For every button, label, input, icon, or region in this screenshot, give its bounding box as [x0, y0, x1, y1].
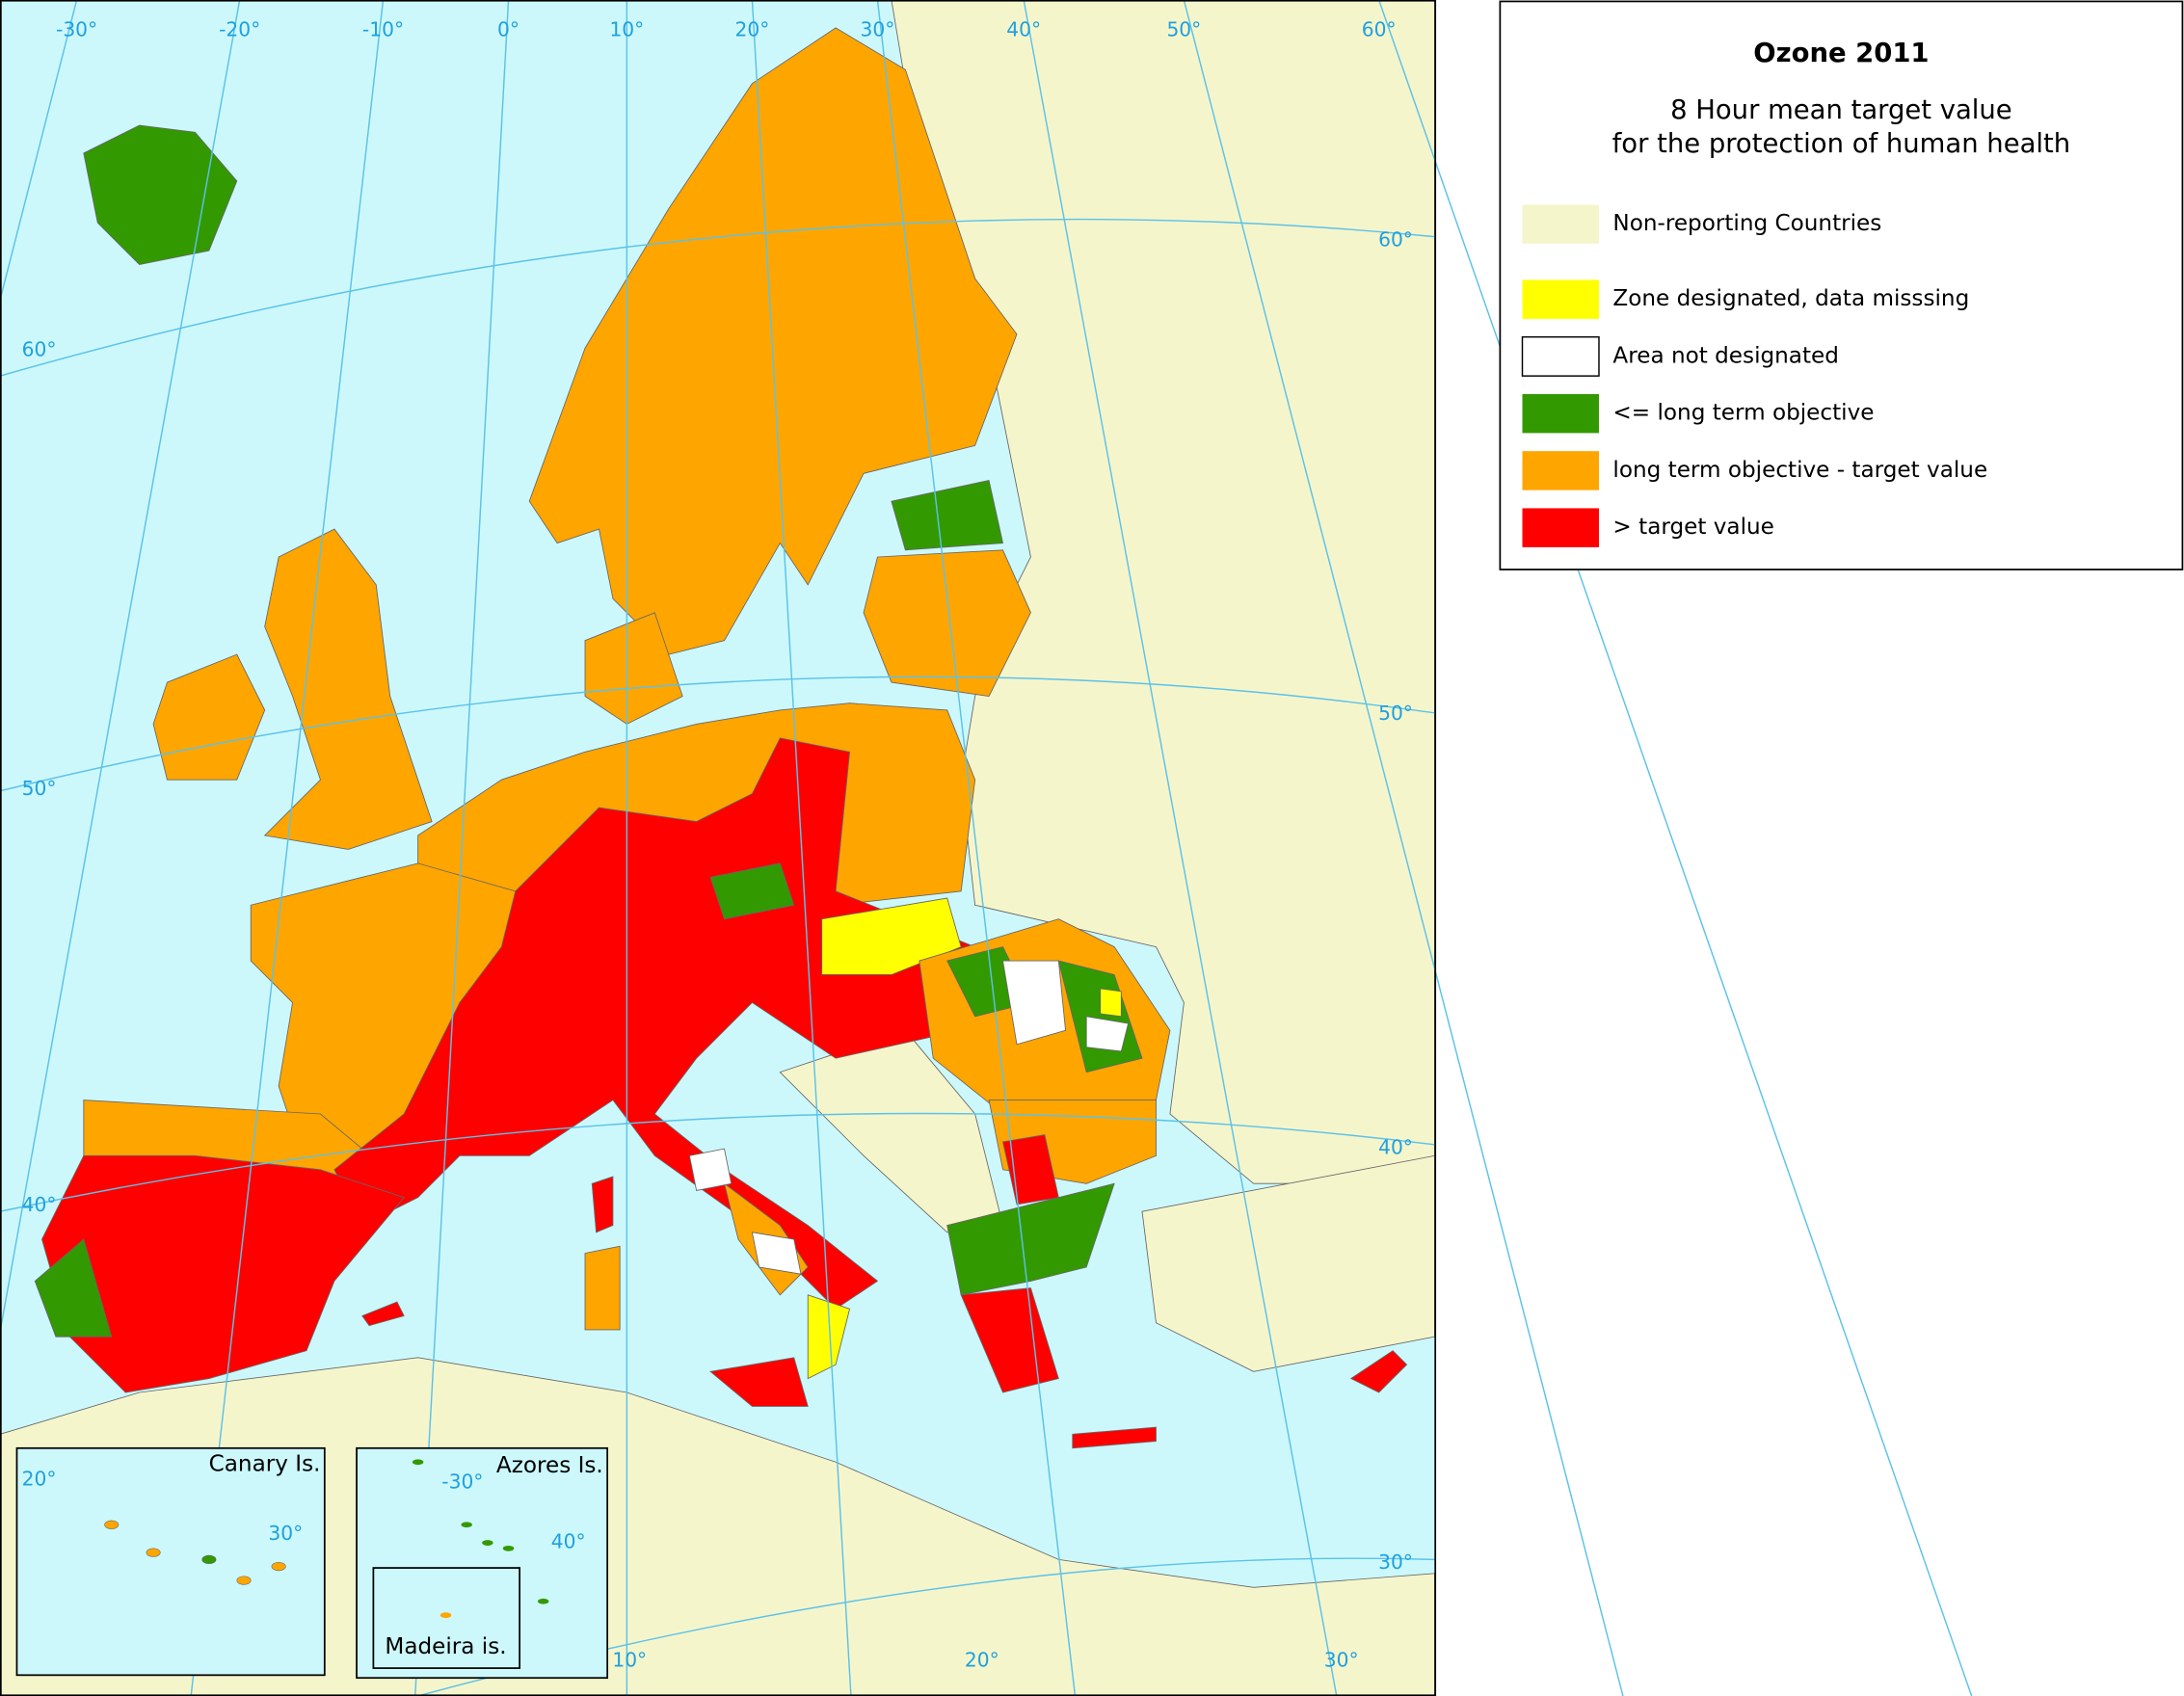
graticule-label: 40° — [1006, 17, 1041, 40]
island — [201, 1554, 217, 1565]
meridian — [751, 0, 852, 1696]
meridian — [414, 0, 510, 1696]
region — [591, 1176, 614, 1233]
graticule-label: 60° — [1378, 227, 1413, 251]
region — [1002, 960, 1067, 1046]
region — [584, 612, 683, 725]
region — [528, 27, 1018, 655]
parallel — [0, 676, 1435, 792]
region — [751, 1232, 802, 1275]
inset-label: Azores Is. — [496, 1453, 603, 1478]
legend-swatch — [1522, 204, 1599, 244]
meridian — [190, 0, 385, 1696]
region — [709, 1357, 809, 1407]
legend-box — [1499, 0, 2184, 570]
legend-label: <= long term objective — [1612, 401, 1874, 426]
island — [271, 1561, 286, 1572]
graticule-label: 40° — [22, 1193, 57, 1216]
island — [482, 1540, 493, 1546]
parallel — [0, 1112, 1435, 1212]
graticule-label: 0° — [497, 17, 519, 40]
graticule-label: 40° — [551, 1530, 586, 1553]
graticule-label: 50° — [1166, 17, 1201, 40]
graticule-label: 30° — [861, 17, 895, 40]
inset-label: Canary Is. — [209, 1452, 321, 1477]
graticule-label: 60° — [1362, 17, 1397, 40]
inset-box — [15, 1446, 326, 1677]
legend-label: Non-reporting Countries — [1612, 211, 1881, 236]
island — [146, 1548, 161, 1557]
region — [41, 1154, 405, 1393]
graticule-label: -30° — [441, 1470, 483, 1493]
inset-box — [356, 1446, 609, 1680]
graticule-label: -20° — [219, 17, 260, 40]
region — [1349, 1350, 1408, 1393]
graticule-label: 40° — [1378, 1136, 1413, 1159]
graticule-label: 30° — [268, 1522, 303, 1545]
graticule — [0, 0, 1973, 1696]
legend-swatch — [1522, 451, 1599, 490]
map-title: Ozone 2011 — [1753, 39, 1929, 68]
region — [688, 1148, 732, 1191]
region — [361, 1301, 405, 1327]
island — [236, 1576, 252, 1585]
meridian — [1183, 0, 1624, 1696]
meridian — [1023, 0, 1338, 1696]
meridian — [0, 0, 78, 304]
map-frame — [0, 0, 1437, 1696]
graticule-label: 20° — [965, 1648, 999, 1671]
region — [1141, 1154, 1435, 1372]
legend-label: Zone designated, data misssing — [1612, 286, 1969, 311]
region — [34, 1238, 113, 1338]
inset-box — [372, 1567, 520, 1669]
graticule-label: -30° — [56, 17, 97, 40]
inset-label: Madeira is. — [385, 1634, 506, 1659]
legend-label: long term objective - target value — [1612, 458, 1987, 483]
island — [461, 1522, 472, 1528]
region — [863, 549, 1031, 697]
island — [502, 1545, 515, 1551]
region — [584, 1245, 621, 1331]
map-subtitle: for the protection of human health — [1612, 129, 2071, 159]
region — [1072, 1426, 1157, 1449]
region — [152, 653, 266, 781]
graticule-label: 30° — [1378, 1550, 1413, 1574]
graticule-label: 60° — [22, 338, 57, 361]
region — [891, 480, 1004, 551]
region — [1100, 988, 1122, 1018]
meridian — [0, 0, 241, 1337]
map-subtitle: 8 Hour mean target value — [1670, 95, 2012, 125]
map — [0, 0, 1973, 1696]
legend-label: Area not designated — [1612, 343, 1839, 368]
graticule-label: -10° — [362, 17, 404, 40]
legend-swatch — [1522, 279, 1599, 319]
legend-swatch — [1522, 393, 1599, 434]
island — [439, 1612, 452, 1619]
island — [104, 1520, 120, 1529]
region — [263, 528, 433, 850]
graticule-label: 20° — [735, 17, 770, 40]
legend-swatch — [1521, 335, 1600, 377]
island — [537, 1598, 549, 1604]
graticule-label: 10° — [609, 17, 644, 40]
graticule-label: 50° — [22, 777, 57, 800]
graticule-label: 50° — [1378, 702, 1413, 725]
graticule-label: 20° — [22, 1468, 57, 1491]
graticule-label: 30° — [1324, 1648, 1359, 1671]
meridian — [876, 0, 1077, 1696]
legend-label: > target value — [1612, 515, 1773, 540]
region — [960, 1287, 1059, 1393]
region — [1085, 1016, 1130, 1052]
parallel — [0, 218, 1435, 377]
region — [807, 1294, 851, 1380]
meridian — [1377, 0, 1973, 1696]
legend-swatch — [1522, 508, 1599, 547]
region — [709, 862, 795, 920]
island — [412, 1459, 424, 1466]
graticule-label: 10° — [612, 1648, 647, 1671]
